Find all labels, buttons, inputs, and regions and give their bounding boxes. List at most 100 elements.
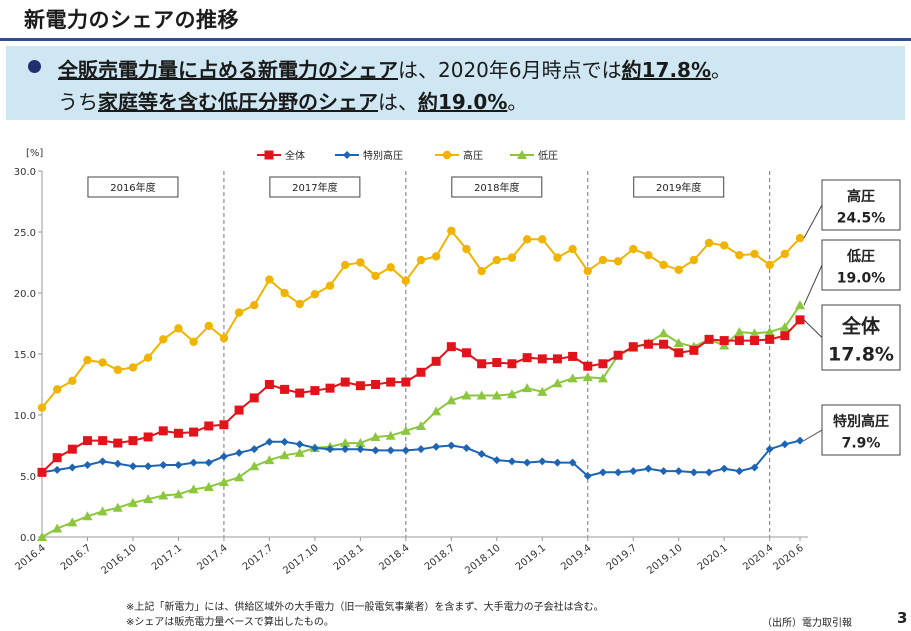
data-point xyxy=(52,453,62,463)
data-point xyxy=(188,484,199,494)
legend-marker xyxy=(442,150,452,160)
data-point xyxy=(523,458,532,467)
data-point xyxy=(249,461,260,471)
data-point xyxy=(371,380,381,389)
data-point xyxy=(749,328,760,338)
data-point xyxy=(431,406,442,416)
series-高圧 xyxy=(37,226,805,412)
data-point xyxy=(250,301,259,310)
data-point xyxy=(97,506,108,516)
data-point xyxy=(83,355,92,365)
data-point xyxy=(250,445,259,454)
data-point xyxy=(234,472,245,482)
data-point xyxy=(553,253,562,262)
data-point xyxy=(143,353,153,362)
data-point xyxy=(249,393,259,403)
data-point xyxy=(189,458,198,467)
callout-value: 19.0% xyxy=(837,271,886,287)
data-point xyxy=(219,452,228,461)
data-point xyxy=(204,421,214,431)
fiscal-year-box xyxy=(87,176,179,198)
data-point xyxy=(644,464,653,473)
data-point xyxy=(67,517,78,527)
data-point xyxy=(795,315,805,325)
data-point xyxy=(401,446,410,455)
data-point xyxy=(522,383,533,393)
data-point xyxy=(538,457,547,466)
legend-label: 低圧 xyxy=(538,149,558,162)
title-underline xyxy=(0,38,911,41)
data-point xyxy=(705,468,714,477)
data-point xyxy=(52,385,62,394)
callout-layer: 高圧 24.5% 低圧 19.0% 全体 17.8% 特別高圧 7.9% xyxy=(803,179,901,456)
page-number: 3 xyxy=(897,609,908,627)
y-tick-label: 20.0 xyxy=(14,289,36,300)
data-point xyxy=(765,260,774,270)
data-point xyxy=(492,456,501,465)
data-point xyxy=(447,441,456,450)
data-point xyxy=(416,255,426,265)
callout-box xyxy=(821,239,901,291)
data-point xyxy=(765,334,775,344)
summary-text-2: は、 xyxy=(378,90,418,114)
data-point xyxy=(795,300,805,310)
data-point xyxy=(265,275,274,284)
page-title: 新電力のシェアの推移 xyxy=(24,8,239,32)
data-point xyxy=(750,463,759,472)
x-tick-label: 2017.4 xyxy=(195,543,229,573)
data-point xyxy=(401,377,411,387)
data-point xyxy=(310,290,320,299)
legend-marker xyxy=(517,150,527,159)
callout-pointer xyxy=(803,264,823,306)
data-point xyxy=(461,390,472,400)
data-point xyxy=(341,445,350,454)
data-point xyxy=(295,388,305,398)
data-point xyxy=(295,299,304,309)
data-point xyxy=(113,438,123,448)
data-point xyxy=(340,377,350,387)
x-tick-label: 2017.7 xyxy=(241,543,275,573)
legend-label: 高圧 xyxy=(463,149,483,162)
data-point xyxy=(477,359,487,369)
data-point xyxy=(719,336,729,346)
source-note: （出所）電力取引報 xyxy=(762,618,852,629)
data-point xyxy=(583,266,592,276)
y-tick-label: 5.0 xyxy=(20,472,36,483)
data-point xyxy=(597,373,608,383)
data-point xyxy=(477,266,486,276)
x-tick-label: 2017.10 xyxy=(281,543,320,577)
data-point xyxy=(128,462,137,471)
series-layer xyxy=(37,226,805,541)
data-point xyxy=(613,350,623,360)
data-point xyxy=(219,420,229,430)
data-point xyxy=(264,455,275,465)
data-point xyxy=(704,238,714,248)
axis-layer: [%] 0.0 5.0 10.0 15.0 20.0 25.0 30.0 2016.4 2016.… xyxy=(13,148,808,577)
data-point xyxy=(128,436,138,446)
data-point xyxy=(416,367,426,377)
summary-end-1: 。 xyxy=(711,58,732,82)
x-tick-label: 2016.7 xyxy=(59,543,93,573)
data-point xyxy=(400,425,411,435)
data-point xyxy=(462,244,471,254)
data-point xyxy=(326,445,335,454)
data-point xyxy=(674,348,684,358)
data-point xyxy=(506,389,517,399)
data-point xyxy=(522,353,532,363)
data-point xyxy=(750,336,760,346)
data-point xyxy=(417,445,425,454)
callout-box xyxy=(821,179,901,231)
data-point xyxy=(234,308,244,317)
summary-highlight-2: 家庭等を含む低圧分野のシェア xyxy=(98,90,378,114)
data-point xyxy=(734,336,744,346)
callout-box xyxy=(821,304,901,371)
callout-value: 17.8% xyxy=(828,343,894,365)
x-tick-label: 2019.7 xyxy=(605,543,639,573)
data-point xyxy=(568,244,577,254)
data-point xyxy=(82,511,93,521)
data-point xyxy=(432,442,441,451)
x-tick-label: 2020.6 xyxy=(771,543,805,573)
legend-label: 全体 xyxy=(285,149,305,162)
data-point xyxy=(37,403,47,412)
data-point xyxy=(492,255,501,265)
